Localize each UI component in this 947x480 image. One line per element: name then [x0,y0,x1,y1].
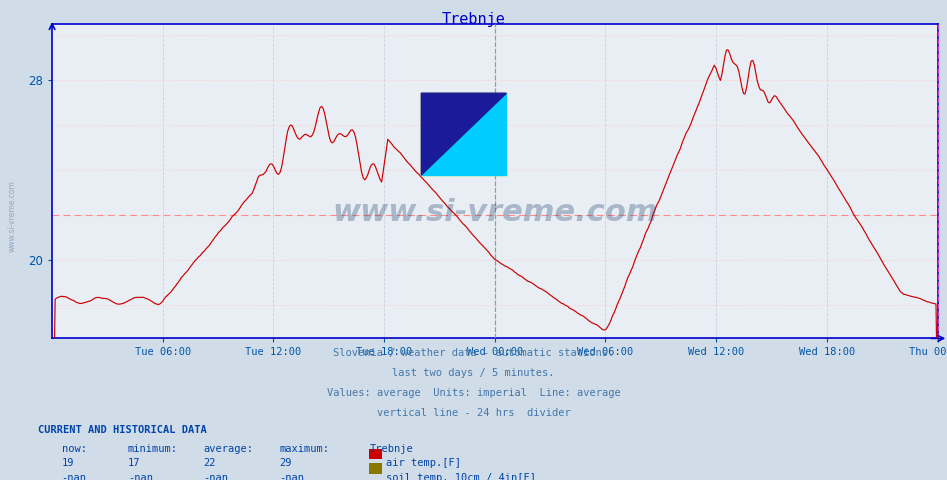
Text: -nan: -nan [62,473,86,480]
Text: -nan: -nan [128,473,152,480]
Text: Values: average  Units: imperial  Line: average: Values: average Units: imperial Line: av… [327,388,620,398]
Text: -nan: -nan [279,473,304,480]
Text: Slovenia / weather data - automatic stations.: Slovenia / weather data - automatic stat… [333,348,614,358]
Text: soil temp. 10cm / 4in[F]: soil temp. 10cm / 4in[F] [386,473,536,480]
Polygon shape [421,93,507,175]
Text: last two days / 5 minutes.: last two days / 5 minutes. [392,368,555,378]
Text: vertical line - 24 hrs  divider: vertical line - 24 hrs divider [377,408,570,419]
Text: 22: 22 [204,458,216,468]
Text: maximum:: maximum: [279,444,330,454]
Text: now:: now: [62,444,86,454]
Text: Trebnje: Trebnje [441,12,506,27]
Text: minimum:: minimum: [128,444,178,454]
Text: Trebnje: Trebnje [369,444,413,454]
Text: air temp.[F]: air temp.[F] [386,458,461,468]
Text: CURRENT AND HISTORICAL DATA: CURRENT AND HISTORICAL DATA [38,425,206,435]
Text: www.si-vreme.com: www.si-vreme.com [332,198,657,227]
Polygon shape [421,93,507,175]
Text: 19: 19 [62,458,74,468]
Text: 29: 29 [279,458,292,468]
Text: www.si-vreme.com: www.si-vreme.com [8,180,17,252]
Bar [421,93,507,175]
Text: -nan: -nan [204,473,228,480]
Text: 17: 17 [128,458,140,468]
Text: average:: average: [204,444,254,454]
